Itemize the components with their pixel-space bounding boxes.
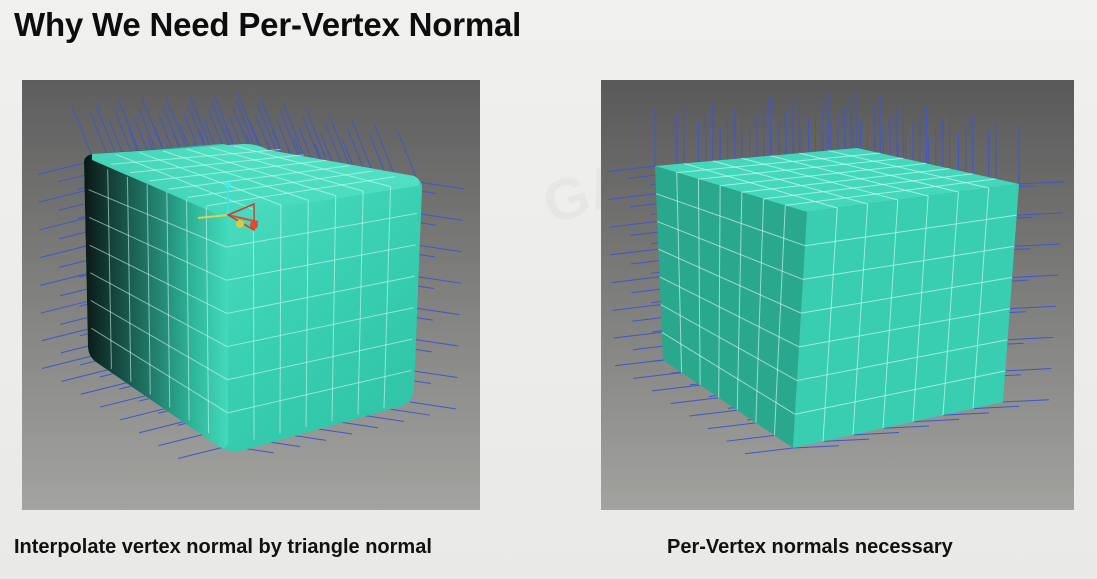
- faceted-cube-viewport: [601, 80, 1074, 510]
- right-caption: Per-Vertex normals necessary: [667, 536, 953, 558]
- smooth-cube-render: [22, 80, 480, 510]
- left-caption: Interpolate vertex normal by triangle no…: [14, 536, 432, 558]
- smooth-cube-viewport: [22, 80, 480, 510]
- faceted-cube-render: [601, 80, 1074, 510]
- transform-gizmo-icon: [197, 182, 259, 232]
- slide-title: Why We Need Per-Vertex Normal: [14, 6, 522, 43]
